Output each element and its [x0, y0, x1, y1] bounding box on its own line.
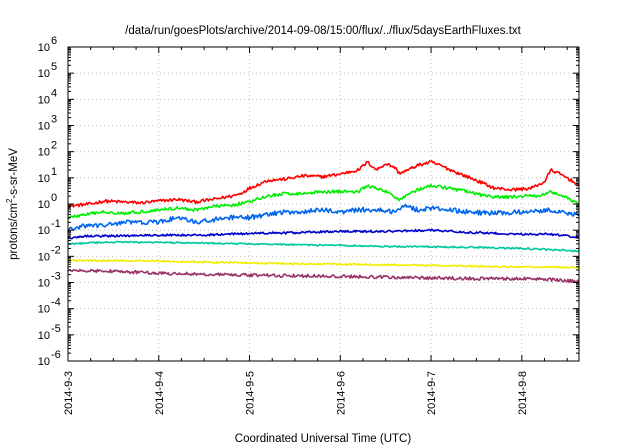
- y-tick-label: 10: [38, 356, 50, 368]
- x-tick-label: 2014-9-4: [154, 371, 166, 415]
- y-tick-exponent: -2: [51, 244, 61, 256]
- x-tick-label: 2014-9-6: [335, 371, 347, 415]
- y-tick-exponent: 5: [51, 61, 57, 73]
- y-tick-exponent: 6: [51, 35, 57, 47]
- flux-series-line: [67, 240, 580, 253]
- grid-lines: [68, 47, 579, 361]
- y-tick-label: 10: [38, 330, 50, 342]
- y-tick-label: 10: [38, 42, 50, 54]
- y-tick-exponent: 2: [51, 140, 57, 152]
- y-tick-exponent: -3: [51, 271, 61, 283]
- series-lines: [67, 160, 580, 284]
- y-tick-label: 10: [38, 68, 50, 80]
- x-axis-label: Coordinated Universal Time (UTC): [235, 433, 412, 445]
- flux-series-line: [67, 259, 580, 269]
- y-tick-exponent: -4: [51, 297, 61, 309]
- y-tick-label: 10: [38, 304, 50, 316]
- flux-series-line: [67, 228, 580, 240]
- flux-series-line: [67, 160, 579, 209]
- y-tick-exponent: 3: [51, 114, 57, 126]
- y-tick-exponent: -5: [51, 323, 61, 335]
- y-tick-label: 10: [38, 225, 50, 237]
- chart-title: /data/run/goesPlots/archive/2014-09-08/1…: [125, 25, 521, 37]
- y-axis-label-rest: -s-sr-MeV: [8, 148, 20, 199]
- y-tick-label: 10: [38, 147, 50, 159]
- y-tick-label: 10: [38, 173, 50, 185]
- y-axis-label-sup: 2: [5, 198, 14, 203]
- flux-series-line: [67, 183, 580, 220]
- x-tick-label: 2014-9-3: [63, 371, 75, 415]
- x-tick-label: 2014-9-8: [517, 371, 529, 415]
- x-tick-label: 2014-9-5: [245, 371, 257, 415]
- y-tick-label: 10: [38, 121, 50, 133]
- y-axis-label-base: protons/cm: [8, 203, 20, 260]
- y-axis-label: protons/cm2-s-sr-MeV: [5, 148, 20, 260]
- flux-series-line: [67, 203, 579, 233]
- y-tick-label: 10: [38, 278, 50, 290]
- y-tick-label: 10: [38, 94, 50, 106]
- y-tick-exponent: 4: [51, 87, 57, 99]
- y-tick-exponent: -1: [51, 218, 61, 230]
- axis-ticks: 10-610-510-410-310-210-11001011021031041…: [38, 35, 579, 415]
- x-tick-label: 2014-9-7: [426, 371, 438, 415]
- flux-series-line: [67, 268, 580, 284]
- y-tick-exponent: 0: [51, 192, 57, 204]
- y-tick-exponent: -6: [51, 349, 61, 361]
- y-tick-exponent: 1: [51, 166, 57, 178]
- y-tick-label: 10: [38, 199, 50, 211]
- y-tick-label: 10: [38, 251, 50, 263]
